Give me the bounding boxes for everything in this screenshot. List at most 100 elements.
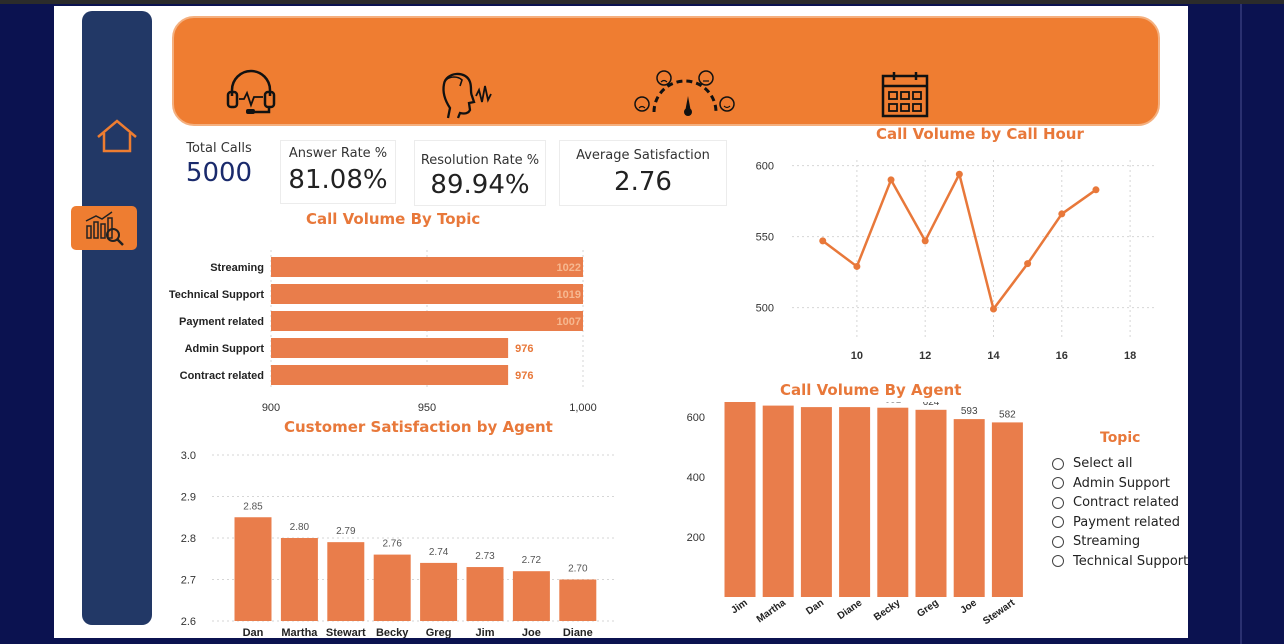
data-point: [921, 237, 929, 245]
slicer-option[interactable]: Technical Support: [1052, 552, 1188, 572]
category-label: Contract related: [180, 370, 264, 382]
category-label: Stewart: [981, 597, 1017, 627]
tick-label: 3.0: [181, 450, 196, 462]
data-label: 631: [884, 402, 901, 406]
bar: [877, 407, 909, 597]
header-banner: [172, 16, 1160, 126]
radio-icon: [1052, 477, 1064, 490]
kpi-label: Resolution Rate %: [420, 153, 540, 168]
slicer-option[interactable]: Streaming: [1052, 532, 1188, 552]
slicer-option[interactable]: Contract related: [1052, 493, 1188, 513]
tick-label: 500: [756, 303, 774, 315]
kpi-answer-rate: Answer Rate % 81.08%: [280, 140, 396, 204]
tick-label: 200: [687, 532, 705, 544]
radio-icon: [1052, 535, 1064, 548]
nav-home-button[interactable]: [94, 117, 140, 157]
bar: [915, 409, 947, 597]
report-icon: [85, 211, 124, 246]
bar: [271, 338, 509, 358]
slicer-option-label: Select all: [1073, 456, 1133, 472]
category-label: Martha: [281, 627, 318, 638]
bar: [559, 579, 597, 621]
bar: [373, 554, 411, 621]
data-label: 976: [515, 370, 533, 382]
chart-title: Call Volume by Call Hour: [876, 125, 1084, 143]
data-point: [1092, 186, 1100, 194]
tick-label: 10: [851, 350, 863, 362]
category-label: Streaming: [210, 262, 264, 274]
home-icon: [97, 119, 137, 153]
bar: [839, 407, 871, 597]
slicer-option-label: Streaming: [1073, 534, 1141, 550]
bar: [271, 257, 583, 277]
slicer-option[interactable]: Admin Support: [1052, 474, 1188, 494]
bar: [800, 407, 832, 597]
chart-title: Call Volume By Agent: [780, 381, 962, 399]
category-label: Joe: [958, 597, 979, 616]
data-label: 1022: [557, 262, 581, 274]
kpi-value: 2.76: [614, 167, 672, 197]
slicer-option[interactable]: Payment related: [1052, 513, 1188, 533]
data-label: 638: [770, 402, 787, 404]
data-label: 2.72: [522, 555, 542, 566]
slicer-option-label: Admin Support: [1073, 475, 1170, 491]
radio-icon: [1052, 457, 1064, 470]
kpi-average-satisfaction: Average Satisfaction 2.76: [559, 140, 727, 206]
data-label: 2.73: [475, 551, 495, 562]
category-label: Technical Support: [169, 289, 264, 301]
data-label: 2.79: [336, 526, 356, 537]
window-edge: [1240, 4, 1242, 644]
data-label: 633: [846, 402, 863, 405]
category-label: Greg: [426, 627, 452, 638]
chart-title: Call Volume By Topic: [306, 210, 481, 228]
tick-label: 12: [919, 350, 931, 362]
category-label: Diane: [563, 627, 593, 638]
bar: [271, 365, 509, 385]
tick-label: 14: [987, 350, 1000, 362]
data-label: 2.74: [429, 547, 449, 558]
kpi-label: Total Calls: [186, 141, 252, 156]
data-point: [853, 262, 861, 270]
bar: [512, 571, 550, 621]
calendar-icon: [881, 72, 929, 118]
call-volume-by-agent-chart: 200400600666Jim638Martha633Dan633Diane63…: [687, 402, 1023, 627]
radio-icon: [1052, 496, 1064, 509]
slicer-option-label: Contract related: [1073, 495, 1180, 511]
bar: [466, 567, 504, 621]
slicer-option-label: Technical Support: [1073, 553, 1188, 569]
bar: [280, 538, 318, 621]
category-label: Dan: [243, 627, 264, 638]
tick-label: 2.7: [181, 575, 196, 587]
bar: [271, 284, 583, 304]
kpi-value: 89.94%: [430, 170, 530, 200]
window-top-bar: [0, 0, 1284, 4]
tick-label: 400: [687, 472, 705, 484]
series-line: [821, 170, 1097, 312]
tick-label: 16: [1056, 350, 1068, 362]
data-label: 2.80: [290, 522, 310, 533]
data-point: [1058, 210, 1066, 218]
category-label: Becky: [376, 627, 409, 638]
satisfaction-by-agent-chart: 2.6 2.7 2.8 2.9 3.0 2.85 Dan 2.80 Martha 2.79 Stew…: [181, 450, 616, 638]
bar: [420, 562, 458, 621]
data-label: 624: [923, 402, 940, 408]
call-volume-by-hour-chart: 500 550 600 10 12 14 16 18: [756, 160, 1154, 362]
category-label: Admin Support: [185, 343, 265, 355]
category-label: Martha: [755, 597, 789, 625]
tick-label: 18: [1124, 350, 1136, 362]
bar: [762, 405, 794, 597]
data-label: 593: [961, 406, 978, 417]
category-label: Stewart: [326, 627, 366, 638]
nav-report-button[interactable]: [71, 206, 137, 250]
data-label: 1019: [557, 289, 581, 301]
category-label: Greg: [915, 597, 940, 619]
data-label: 2.70: [568, 564, 588, 575]
slicer-option[interactable]: Select all: [1052, 454, 1188, 474]
report-canvas: Total Calls 5000 Answer Rate % 81.08% Re…: [54, 6, 1188, 638]
tick-label: 2.6: [181, 616, 196, 628]
tick-label: 550: [756, 232, 774, 244]
data-point: [989, 305, 997, 313]
category-label: Joe: [522, 627, 541, 638]
bar: [724, 402, 756, 597]
category-label: Diane: [836, 597, 865, 622]
